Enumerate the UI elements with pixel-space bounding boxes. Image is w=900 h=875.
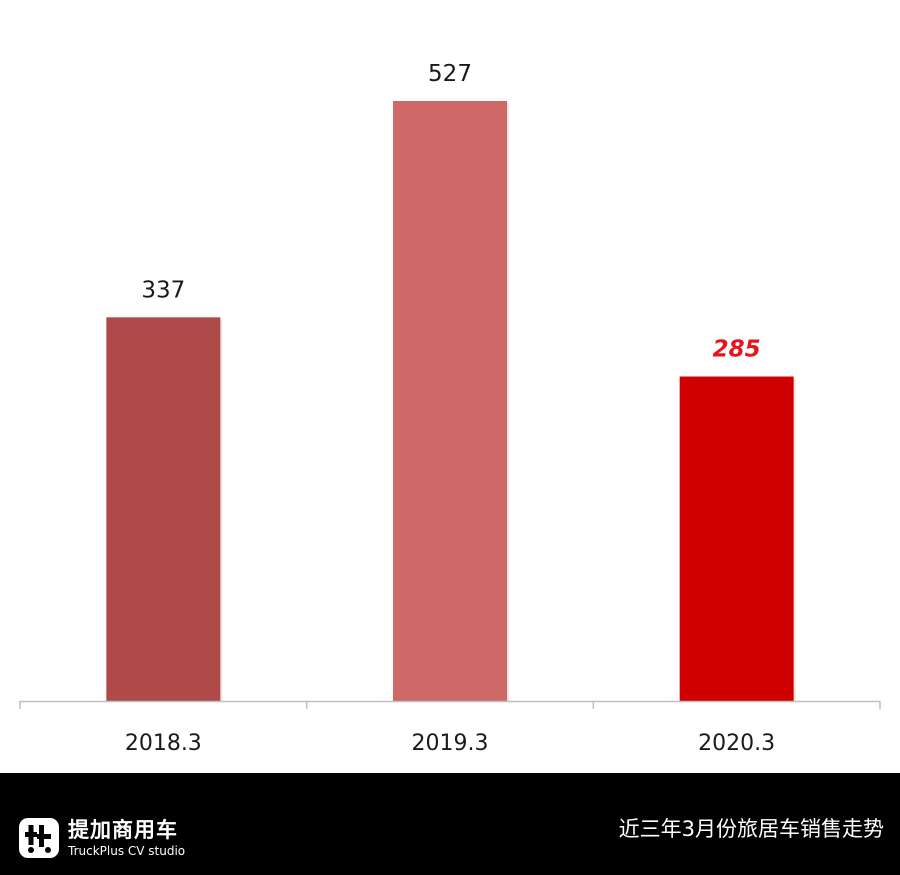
chart-area: 337 2018.3 527 2019.3 285 2020.3 (19, 61, 881, 756)
chart-caption: 近三年3月份旅居车销售走势 (618, 817, 884, 841)
bar-chart: 337 2018.3 527 2019.3 285 2020.3 (19, 61, 881, 756)
x-tick-label: 2020.3 (698, 731, 775, 756)
labels-layer: 337 2018.3 527 2019.3 285 2020.3 (125, 61, 775, 756)
x-tick-label: 2019.3 (412, 731, 489, 756)
brand: 提加商用车 TruckPlus CV studio (18, 817, 185, 859)
bar-2020-3 (679, 376, 794, 701)
data-label: 337 (141, 277, 185, 303)
x-axis (19, 700, 881, 709)
footer-bar: 提加商用车 TruckPlus CV studio 近三年3月份旅居车销售走势 (0, 773, 900, 875)
x-tick-label: 2018.3 (125, 731, 202, 756)
bars-layer (106, 101, 796, 701)
bar-2019-3 (393, 101, 507, 701)
bar-2018-3 (106, 317, 221, 701)
data-label: 285 (713, 337, 761, 363)
brand-name: 提加商用车 (68, 817, 178, 842)
brand-text: 提加商用车 TruckPlus CV studio (68, 818, 185, 859)
brand-subtitle: TruckPlus CV studio (68, 843, 186, 858)
truckplus-logo-icon (18, 817, 60, 859)
data-label: 527 (428, 61, 472, 87)
